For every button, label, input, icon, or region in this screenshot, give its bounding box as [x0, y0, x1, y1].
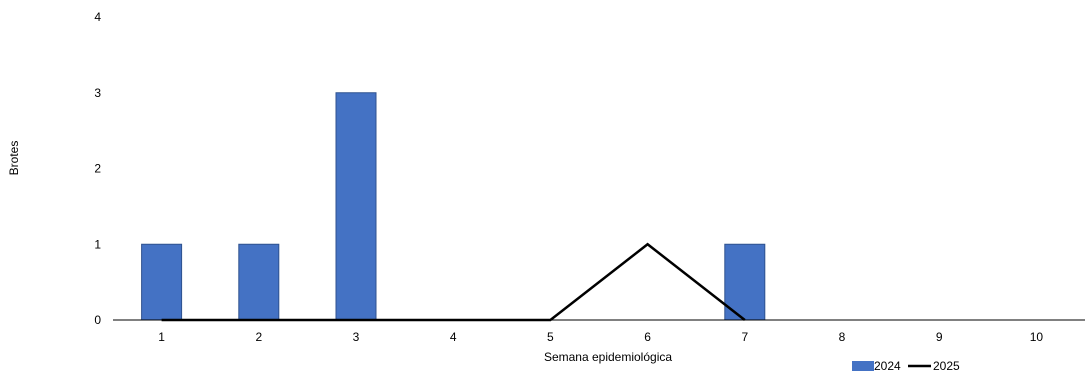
line-series-2025 — [161, 242, 746, 322]
legend-swatch-2024 — [852, 361, 874, 371]
x-tick-label: 10 — [1030, 330, 1044, 344]
x-tick-label: 7 — [741, 330, 748, 344]
legend-label: 2025 — [933, 359, 960, 373]
y-tick-label: 3 — [94, 86, 101, 100]
x-tick-label: 6 — [644, 330, 651, 344]
y-axis-label: Brotes — [7, 141, 21, 176]
y-tick-label: 0 — [94, 313, 101, 327]
x-tick-label: 8 — [839, 330, 846, 344]
y-tick-label: 2 — [94, 162, 101, 176]
x-tick-label: 5 — [547, 330, 554, 344]
y-tick-labels: 0 1 2 3 4 — [94, 10, 101, 327]
x-axis-label: Semana epidemiológica — [544, 350, 672, 364]
x-tick-label: 1 — [158, 330, 165, 344]
y-tick-label: 1 — [94, 237, 101, 251]
bar — [238, 243, 280, 321]
x-tick-label: 3 — [353, 330, 360, 344]
bar — [141, 243, 183, 321]
x-tick-label: 4 — [450, 330, 457, 344]
legend-label: 2024 — [874, 359, 901, 373]
x-tick-labels: 1 2 3 4 5 6 7 8 9 10 — [158, 330, 1043, 344]
x-tick-label: 9 — [936, 330, 943, 344]
bar-series-2024 — [141, 92, 766, 321]
y-tick-label: 4 — [94, 10, 101, 24]
x-tick-label: 2 — [255, 330, 262, 344]
series-line — [161, 242, 746, 322]
bar — [335, 92, 377, 321]
legend: 2024 2025 — [852, 359, 960, 373]
bar — [724, 243, 766, 321]
